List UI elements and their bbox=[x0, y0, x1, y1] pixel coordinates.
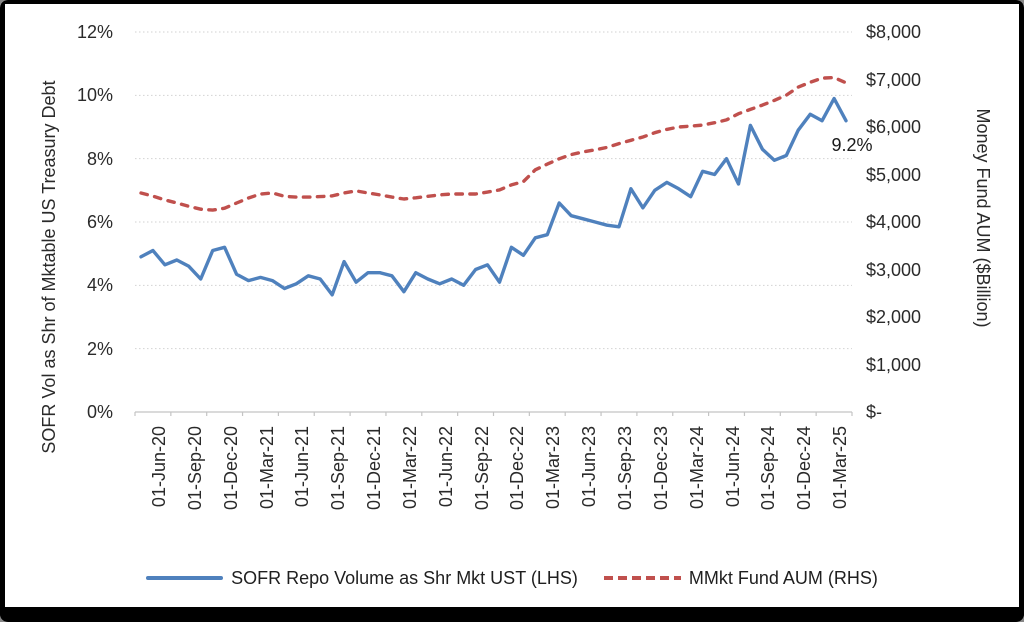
legend: SOFR Repo Volume as Shr Mkt UST (LHS) MM… bbox=[0, 566, 1024, 590]
left-axis-tick-label: 6% bbox=[86, 212, 113, 232]
x-axis-tick-label: 01-Dec-20 bbox=[220, 426, 241, 511]
series-line-sofr bbox=[139, 96, 848, 297]
right-axis-tick-label: $7,000 bbox=[866, 69, 922, 90]
x-axis-tick-label: 01-Mar-21 bbox=[256, 426, 277, 510]
x-axis-tick-label: 01-Sep-21 bbox=[328, 426, 349, 511]
x-axis-tick-label: 01-Sep-24 bbox=[758, 426, 779, 511]
x-axis-tick-label: 01-Sep-20 bbox=[184, 426, 205, 511]
solid-line-swatch-icon bbox=[146, 576, 224, 580]
x-axis-tick-label: 01-Jun-23 bbox=[579, 426, 600, 508]
right-axis-tick-label: $3,000 bbox=[866, 259, 922, 280]
screenshot-border-top bbox=[0, 0, 1024, 4]
legend-item-mmkt: MMkt Fund AUM (RHS) bbox=[603, 567, 878, 589]
left-axis-tick-label: 10% bbox=[76, 85, 113, 106]
x-axis-tick-label: 01-Dec-23 bbox=[650, 426, 671, 511]
x-axis-tick-label: 01-Jun-21 bbox=[292, 426, 313, 508]
right-axis-title: Money Fund AUM ($Billion) bbox=[973, 108, 993, 328]
right-axis-tick-label: $- bbox=[866, 402, 883, 422]
x-axis-tick-label: 01-Mar-22 bbox=[399, 426, 420, 510]
x-axis-tick-label: 01-Dec-22 bbox=[507, 426, 528, 511]
series-line-mmkt bbox=[139, 75, 848, 212]
left-axis-tick-label: 4% bbox=[86, 275, 113, 296]
left-axis-tick-label: 0% bbox=[86, 402, 113, 422]
x-axis-tick-label: 01-Dec-21 bbox=[364, 426, 385, 511]
right-axis-tick-label: $5,000 bbox=[866, 164, 922, 185]
right-axis-tick-label: $1,000 bbox=[866, 354, 922, 375]
legend-item-sofr: SOFR Repo Volume as Shr Mkt UST (LHS) bbox=[146, 568, 578, 589]
screenshot-border-left bbox=[0, 0, 5, 622]
legend-label-mmkt: MMkt Fund AUM (RHS) bbox=[688, 567, 878, 588]
left-axis-tick-label: 12% bbox=[76, 22, 113, 42]
x-axis-tick-label: 01-Jun-24 bbox=[722, 426, 743, 508]
x-axis-tick-label: 01-Jun-20 bbox=[148, 426, 169, 508]
right-axis-tick-label: $6,000 bbox=[866, 117, 922, 137]
x-axis-tick-label: 01-Dec-24 bbox=[794, 426, 815, 511]
screenshot-border-bottom bbox=[0, 607, 1024, 622]
right-axis-tick-label: $4,000 bbox=[866, 212, 922, 232]
x-axis-tick-label: 01-Jun-22 bbox=[435, 426, 456, 508]
right-axis-tick-label: $8,000 bbox=[866, 22, 922, 42]
legend-label-sofr: SOFR Repo Volume as Shr Mkt UST (LHS) bbox=[231, 567, 578, 588]
x-axis-tick-label: 01-Mar-24 bbox=[686, 426, 707, 510]
x-axis-tick-label: 01-Sep-22 bbox=[471, 426, 492, 511]
dashed-line-swatch-icon bbox=[603, 576, 681, 580]
x-axis-tick-label: 01-Sep-23 bbox=[615, 426, 636, 511]
right-axis-tick-label: $2,000 bbox=[866, 307, 922, 327]
left-axis-tick-label: 2% bbox=[86, 338, 113, 359]
last-point-annotation: 9.2% bbox=[831, 135, 873, 155]
left-axis-tick-label: 8% bbox=[86, 148, 113, 169]
x-axis-tick-label: 01-Mar-25 bbox=[830, 426, 851, 510]
screenshot-border-right bbox=[1019, 0, 1024, 622]
x-axis-tick-label: 01-Mar-23 bbox=[543, 426, 564, 510]
